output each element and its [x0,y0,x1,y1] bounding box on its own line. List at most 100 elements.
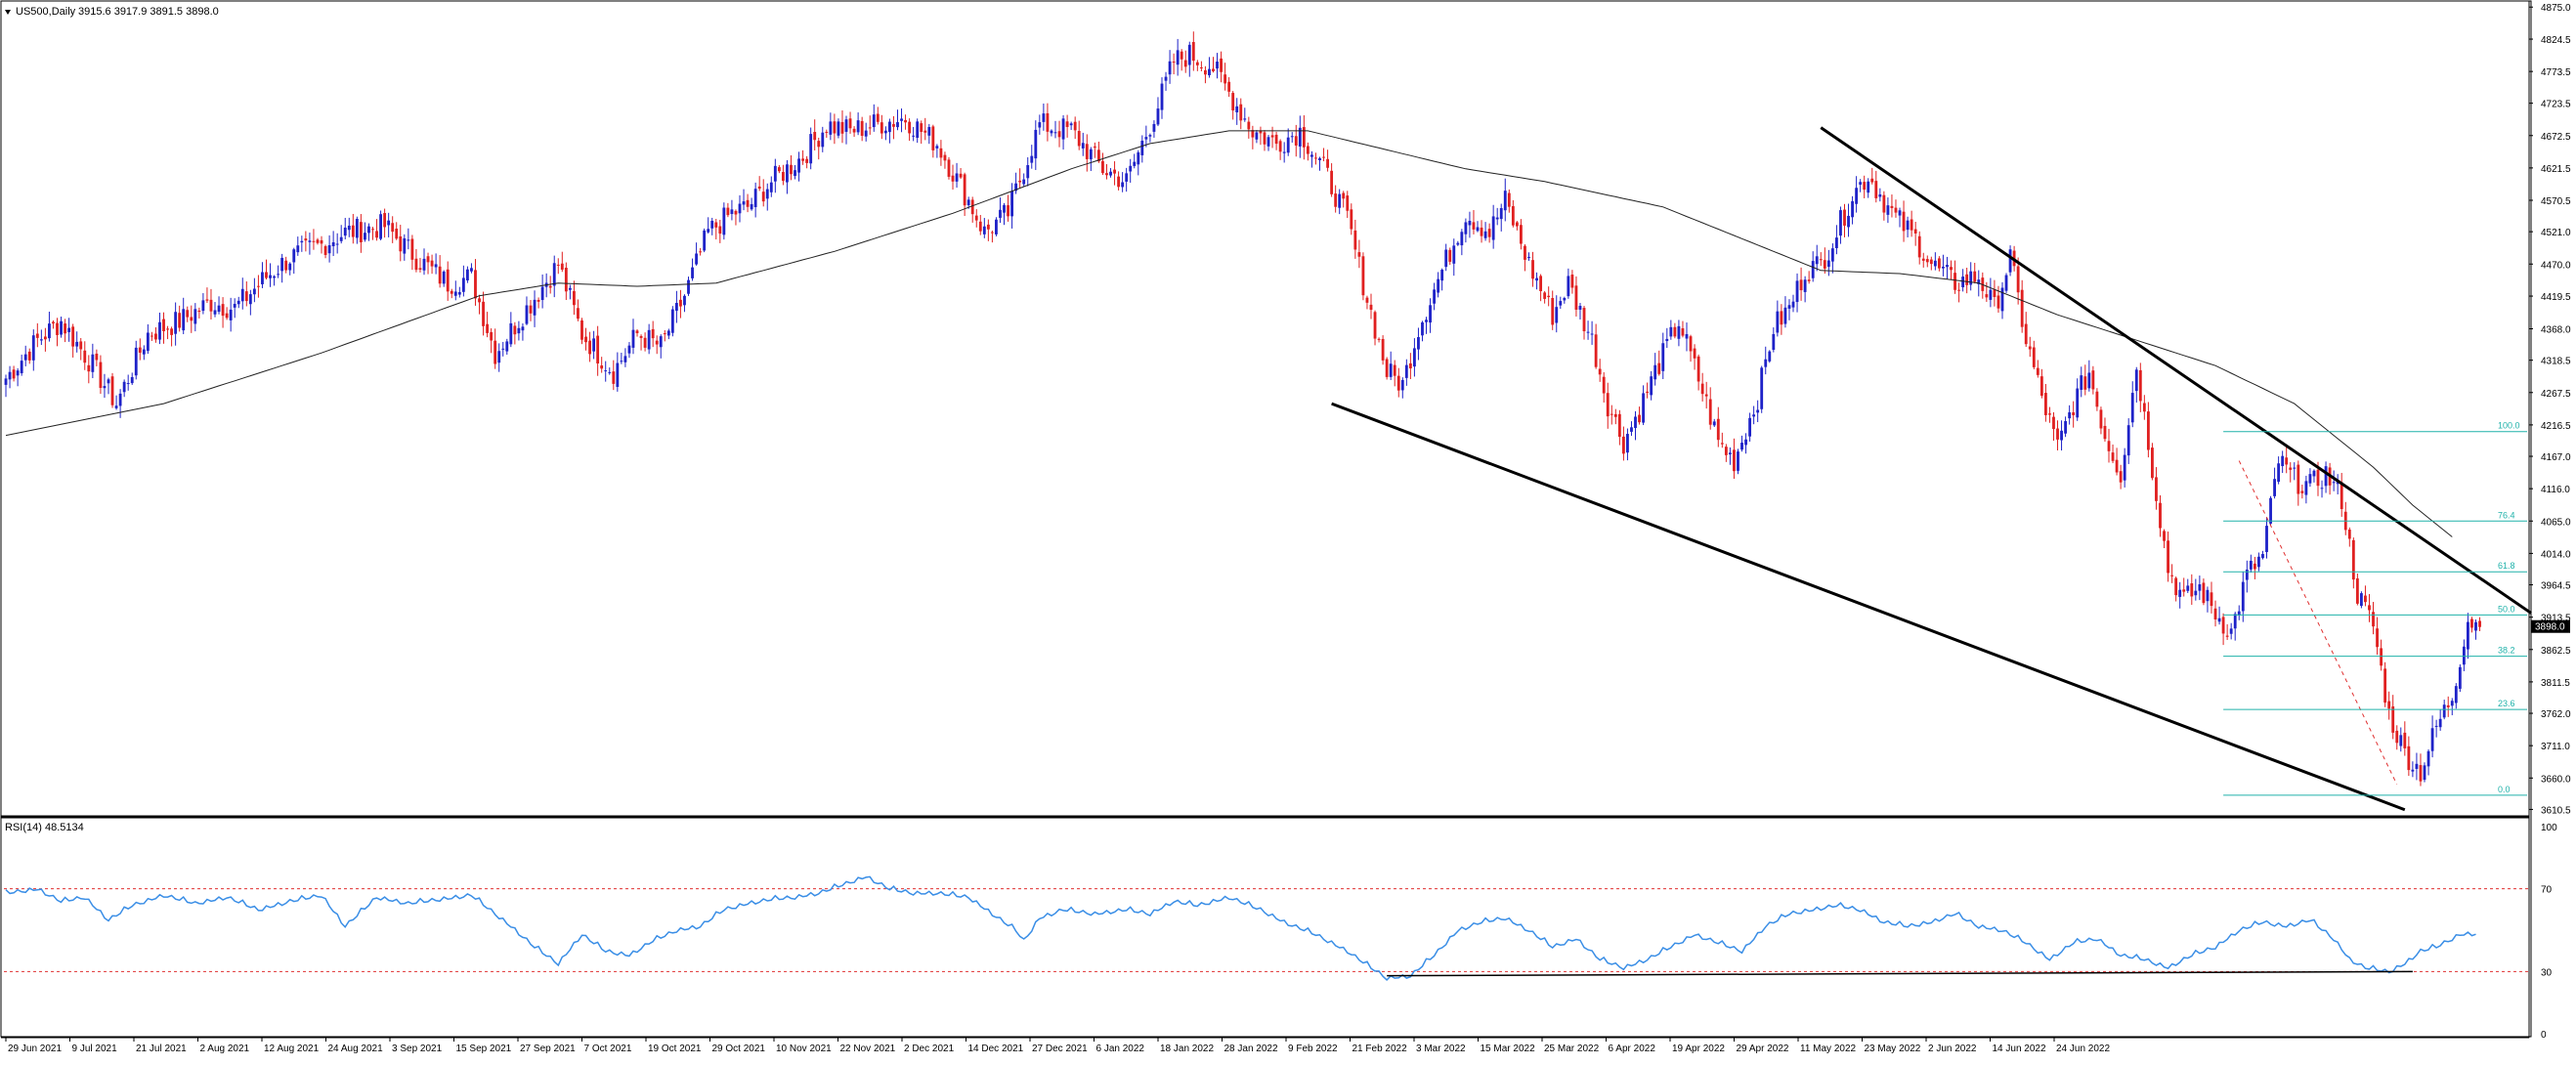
candle-body[interactable] [1137,151,1140,165]
candle-body[interactable] [244,291,248,302]
candle-body[interactable] [1642,393,1645,423]
candle-body[interactable] [2103,425,2107,440]
candle-body[interactable] [56,322,59,335]
candle-body[interactable] [1851,200,1854,218]
candle-body[interactable] [797,158,800,173]
candle-body[interactable] [1286,137,1290,153]
candle-body[interactable] [1373,312,1377,339]
candle-body[interactable] [1870,178,1874,183]
candle-body[interactable] [1093,146,1096,149]
candle-body[interactable] [2170,575,2174,576]
candle-body[interactable] [1839,210,1842,236]
candle-body[interactable] [174,312,178,334]
candle-body[interactable] [2407,746,2411,771]
candle-body[interactable] [813,132,817,141]
candle-body[interactable] [1404,364,1408,378]
candle-body[interactable] [1452,245,1456,264]
candle-body[interactable] [1570,275,1574,288]
candle-body[interactable] [1933,260,1937,267]
candle-body[interactable] [60,320,63,335]
candle-body[interactable] [1381,338,1385,361]
candle-body[interactable] [2253,563,2256,570]
candle-body[interactable] [1783,307,1787,324]
candle-body[interactable] [2320,488,2324,490]
candle-body[interactable] [580,320,583,340]
candle-body[interactable] [1929,259,1933,265]
candle-body[interactable] [1551,298,1555,325]
candle-body[interactable] [2083,376,2087,390]
candle-body[interactable] [707,229,710,233]
candle-body[interactable] [20,361,23,373]
candle-body[interactable] [790,164,793,175]
candle-body[interactable] [588,340,591,355]
candle-body[interactable] [23,354,27,361]
candle-body[interactable] [2380,648,2383,666]
candle-body[interactable] [1863,182,1867,191]
candle-body[interactable] [296,245,300,253]
candle-body[interactable] [2130,393,2134,423]
candle-body[interactable] [920,123,923,133]
candle-body[interactable] [1859,182,1863,186]
candle-body[interactable] [2151,447,2154,479]
candle-body[interactable] [1708,399,1712,425]
candle-body[interactable] [1638,414,1641,423]
candle-body[interactable] [1480,227,1483,236]
candle-body[interactable] [2155,477,2158,501]
candle-body[interactable] [79,341,83,350]
candle-body[interactable] [1499,208,1503,220]
candle-body[interactable] [1176,50,1180,65]
candle-body[interactable] [217,305,221,313]
candle-body[interactable] [1878,193,1882,197]
candle-body[interactable] [1144,137,1148,140]
candle-body[interactable] [916,121,920,139]
candle-body[interactable] [327,245,331,254]
candle-body[interactable] [963,174,966,206]
candle-body[interactable] [573,290,576,306]
candle-body[interactable] [1089,149,1093,160]
candle-body[interactable] [1957,289,1960,291]
candle-body[interactable] [1030,155,1034,163]
candle-body[interactable] [840,121,844,134]
candle-body[interactable] [465,269,469,280]
candle-body[interactable] [1187,44,1191,65]
candle-body[interactable] [1227,81,1231,92]
candle-body[interactable] [1826,260,1830,268]
candle-body[interactable] [931,126,935,150]
candle-body[interactable] [162,319,165,332]
candle-body[interactable] [513,325,517,335]
candle-body[interactable] [407,239,410,241]
candle-body[interactable] [2403,732,2407,748]
candle-body[interactable] [95,353,99,361]
candle-body[interactable] [383,213,387,228]
candle-body[interactable] [1602,376,1606,394]
candle-body[interactable] [1046,112,1050,132]
candle-body[interactable] [860,120,864,136]
candle-body[interactable] [403,237,407,254]
candle-body[interactable] [757,186,761,190]
candle-body[interactable] [457,291,461,295]
candle-body[interactable] [1610,413,1613,415]
candle-body[interactable] [2024,323,2028,345]
candle-body[interactable] [83,350,87,363]
candle-body[interactable] [2142,403,2146,412]
candle-body[interactable] [935,146,939,149]
candle-body[interactable] [2000,287,2004,312]
candle-body[interactable] [474,270,477,299]
candle-body[interactable] [1946,265,1949,268]
candle-body[interactable] [896,122,899,128]
candle-body[interactable] [1760,367,1764,409]
candle-body[interactable] [1125,173,1129,182]
candle-body[interactable] [892,124,895,127]
candle-body[interactable] [1081,143,1085,149]
candle-body[interactable] [1886,205,1890,215]
candle-body[interactable] [2241,581,2245,612]
candle-body[interactable] [4,378,8,385]
candle-body[interactable] [1913,229,1917,234]
candle-body[interactable] [794,170,796,176]
candle-body[interactable] [1950,267,1953,271]
candle-body[interactable] [114,405,118,408]
candle-body[interactable] [1117,176,1121,188]
candle-body[interactable] [277,274,280,276]
channel-trendline[interactable] [1331,402,2406,812]
candle-body[interactable] [951,175,955,182]
